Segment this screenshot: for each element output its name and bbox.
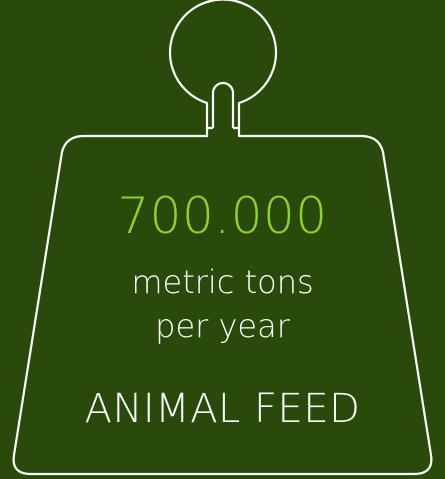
- stat-category: ANIMAL FEED: [84, 386, 361, 432]
- weight-handle-inner: [211, 81, 235, 128]
- weight-handle: [168, 0, 278, 128]
- stat-amount: 700.000: [117, 187, 328, 245]
- weight-body: [12, 126, 433, 476]
- stat-unit-line2: per year: [155, 307, 290, 345]
- weight-handle-ring: [195, 41, 251, 97]
- stat-unit-line1: metric tons: [131, 263, 314, 301]
